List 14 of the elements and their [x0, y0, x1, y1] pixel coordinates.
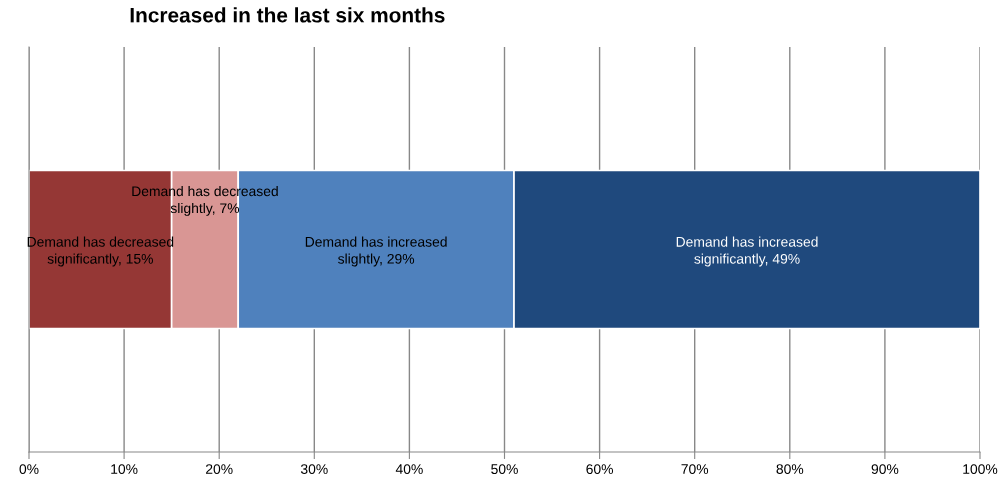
x-tick-label: 70%: [681, 464, 709, 475]
x-tick-label: 60%: [586, 464, 614, 475]
x-tick-label: 80%: [776, 464, 804, 475]
x-tick-label: 20%: [206, 464, 233, 475]
x-tick-label: 10%: [111, 464, 138, 475]
data-label: Demand has increased slightly, 29%: [305, 236, 447, 267]
chart-title: Increased in the last six months: [130, 7, 445, 23]
x-tick-label: 90%: [871, 464, 899, 475]
x-tick-label: 0%: [19, 464, 39, 475]
x-tick-label: 50%: [491, 464, 518, 475]
x-tick-label: 30%: [300, 464, 328, 475]
data-label: Demand has increased significantly, 49%: [676, 236, 818, 267]
x-tick-label: 100%: [963, 464, 998, 475]
x-tick-label: 40%: [395, 464, 423, 475]
